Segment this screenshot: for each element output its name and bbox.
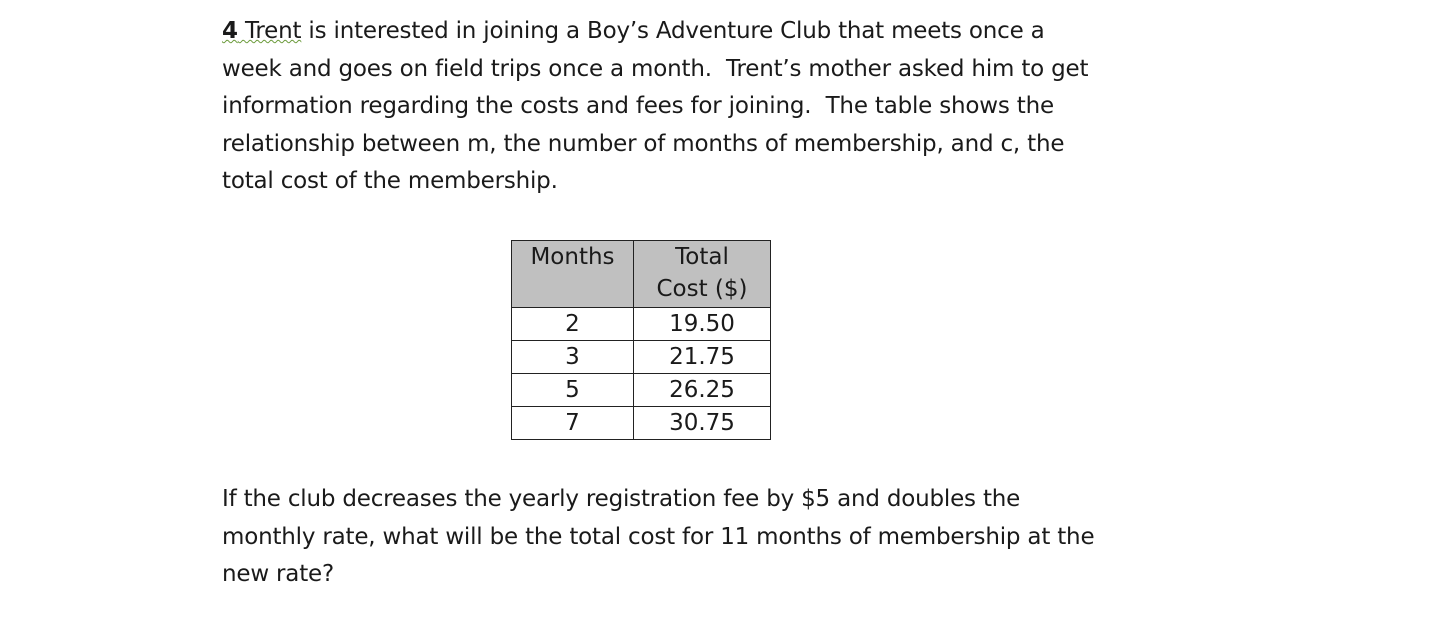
intro-line: is interested in joining a Boy’s Adventu… — [301, 18, 1045, 44]
intro-line: relationship between m, the number of mo… — [222, 130, 1065, 157]
question-intro: 4 Trent is interested in joining a Boy’s… — [222, 13, 1088, 201]
cost-cell: 30.75 — [633, 406, 771, 440]
cost-cell: 21.75 — [633, 340, 771, 374]
prompt-line: If the club decreases the yearly registr… — [222, 486, 1021, 512]
months-cell: 7 — [511, 406, 634, 440]
header-months: Months — [511, 240, 634, 308]
cost-cell: 19.50 — [633, 307, 771, 341]
first-word: Trent — [244, 18, 302, 44]
table-row: 7 30.75 — [511, 406, 771, 440]
cost-table: Months Total Cost ($) 2 19.50 3 21.75 5 26.2… — [511, 240, 771, 440]
table-row: 2 19.50 — [511, 307, 771, 341]
intro-line: information regarding the costs and fees… — [222, 93, 1054, 119]
table-header-row: Months Total Cost ($) — [511, 240, 771, 308]
table-row: 5 26.25 — [511, 373, 771, 407]
months-cell: 5 — [511, 373, 634, 407]
question-prompt: If the club decreases the yearly registr… — [222, 481, 1095, 594]
prompt-line: monthly rate, what will be the total cos… — [222, 523, 1095, 550]
intro-line: week and goes on field trips once a mont… — [222, 55, 1089, 82]
prompt-line: new rate? — [222, 561, 334, 587]
months-cell: 2 — [511, 307, 634, 341]
cost-cell: 26.25 — [633, 373, 771, 407]
table-row: 3 21.75 — [511, 340, 771, 374]
header-total-cost: Total Cost ($) — [633, 240, 771, 308]
intro-line: total cost of the membership. — [222, 168, 558, 194]
months-cell: 3 — [511, 340, 634, 374]
question-number: 4 — [222, 18, 238, 44]
